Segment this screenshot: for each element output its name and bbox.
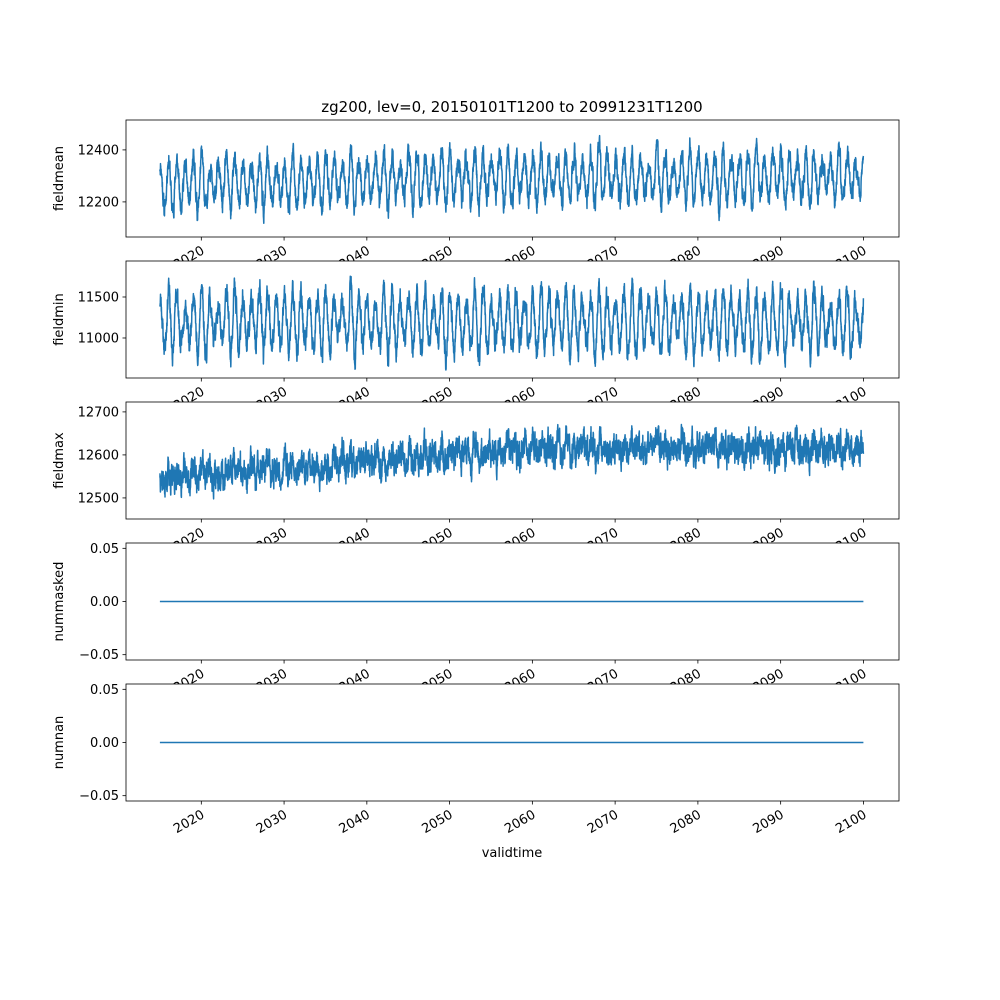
y-tick-label: −0.05 — [79, 648, 119, 663]
series-line-fieldmin — [159, 275, 865, 371]
y-tick-label: 12400 — [78, 143, 119, 158]
axes-frame — [125, 260, 900, 379]
axes-frame — [125, 401, 900, 520]
chart-title: zg200, lev=0, 20150101T1200 to 20991231T… — [321, 98, 702, 116]
y-axis-label: nummasked — [52, 562, 67, 642]
y-tick-label: 12600 — [78, 448, 119, 463]
y-tick-label: 11000 — [78, 331, 119, 346]
y-tick-label: 12500 — [78, 491, 119, 506]
y-axis-label: fieldmean — [52, 146, 67, 211]
y-axis-label: fieldmax — [52, 432, 67, 489]
y-tick-label: 0.05 — [90, 683, 119, 698]
x-axis-label: validtime — [482, 846, 543, 861]
y-tick-label: 0.00 — [90, 595, 119, 610]
series-line-fieldmax — [159, 423, 865, 500]
y-tick-label: 12700 — [78, 405, 119, 420]
y-tick-label: 0.00 — [90, 736, 119, 751]
y-tick-label: 0.05 — [90, 542, 119, 557]
y-tick-label: 12200 — [78, 195, 119, 210]
series-line-fieldmean — [159, 134, 865, 225]
y-axis-label: fieldmin — [52, 293, 67, 346]
axes-frame — [125, 119, 900, 238]
y-tick-label: 11500 — [78, 290, 119, 305]
axes-background — [126, 261, 899, 378]
y-axis-label: numnan — [52, 716, 67, 770]
y-tick-label: −0.05 — [79, 789, 119, 804]
